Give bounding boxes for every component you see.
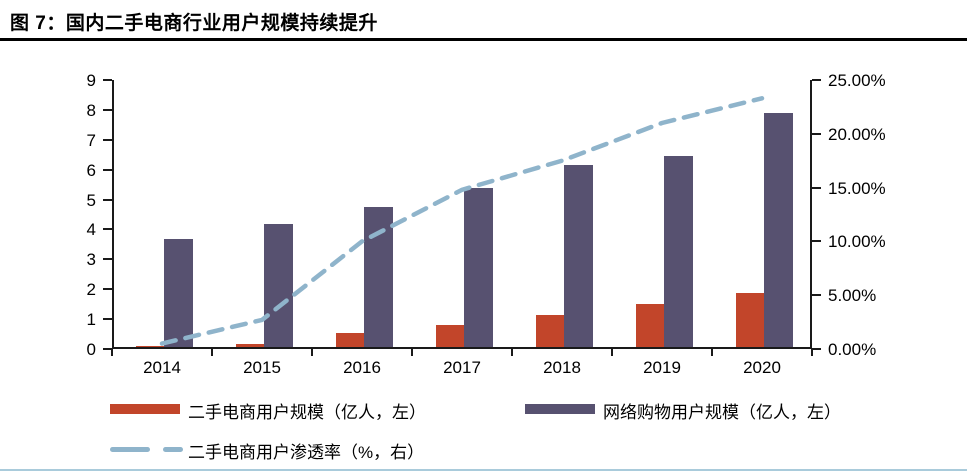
right-axis-tick-label: 20.00%: [828, 124, 886, 144]
right-axis-tick: [812, 186, 821, 189]
x-axis-tick: [611, 349, 613, 356]
bar-online-shopping-users: [264, 223, 293, 347]
bar-online-shopping-users: [464, 187, 493, 347]
bar-online-shopping-users: [564, 164, 593, 347]
x-axis-tick: [711, 349, 713, 356]
bar-online-shopping-users: [364, 207, 393, 347]
bar-secondhand-users: [336, 333, 364, 347]
right-axis-tick-label: 25.00%: [828, 71, 886, 90]
legend-swatch-dash-short: [163, 447, 183, 452]
left-axis-tick: [103, 258, 112, 261]
left-axis-tick: [103, 348, 112, 350]
bar-online-shopping-users: [764, 113, 793, 347]
right-axis-tick: [812, 132, 821, 135]
bottom-border-line: [0, 469, 967, 471]
legend-swatch-red-bar: [110, 404, 180, 414]
plot-area: [112, 80, 812, 349]
bar-secondhand-users: [136, 345, 164, 347]
x-axis-tick: [211, 349, 213, 356]
legend-swatch-navy-bar: [525, 404, 595, 414]
right-axis-tick-label: 5.00%: [828, 286, 877, 306]
legend-label-secondhand-users: 二手电商用户规模（亿人，左）: [188, 403, 426, 422]
left-axis-tick: [103, 168, 112, 171]
right-axis-tick: [812, 240, 821, 243]
x-axis-year-label: 2018: [543, 358, 581, 377]
legend-label-online-shopping-users: 网络购物用户规模（亿人，左）: [603, 403, 841, 422]
right-axis-tick: [812, 79, 821, 81]
right-axis-tick: [812, 348, 821, 350]
left-axis-tick-label: 7: [86, 130, 96, 150]
left-axis-tick-label: 4: [86, 220, 96, 240]
left-axis-tick-label: 1: [86, 310, 96, 330]
bar-secondhand-users: [436, 325, 464, 347]
right-axis-tick-label: 10.00%: [828, 232, 886, 252]
x-axis-year-label: 2020: [743, 358, 781, 377]
right-axis-tick-label: 0.00%: [828, 340, 877, 359]
left-axis-tick: [103, 288, 112, 291]
left-axis-tick: [103, 79, 112, 81]
left-axis-tick: [103, 318, 112, 321]
legend-label-penetration-rate: 二手电商用户渗透率（%，右）: [188, 443, 425, 462]
right-axis-tick-label: 15.00%: [828, 178, 886, 198]
left-axis-tick-label: 3: [86, 250, 96, 270]
bar-secondhand-users: [736, 292, 764, 347]
left-axis-tick-label: 9: [86, 71, 96, 90]
bar-secondhand-users: [636, 303, 664, 347]
legend-swatch-dash-long: [110, 447, 150, 452]
x-axis-tick: [411, 349, 413, 356]
title-underline: [0, 38, 967, 41]
bar-online-shopping-users: [164, 239, 193, 347]
x-axis-year-label: 2017: [443, 358, 481, 377]
x-axis-year-label: 2014: [143, 358, 181, 377]
x-axis-tick: [811, 349, 813, 356]
x-axis-year-label: 2015: [243, 358, 281, 377]
left-axis-tick: [103, 228, 112, 231]
left-axis-tick-label: 0: [86, 340, 96, 359]
left-axis-tick-label: 5: [86, 190, 96, 210]
left-axis-tick: [103, 198, 112, 201]
bar-online-shopping-users: [664, 156, 693, 347]
left-axis-tick-label: 2: [86, 280, 96, 300]
bar-secondhand-users: [536, 315, 564, 347]
left-axis-tick-label: 8: [86, 100, 96, 120]
left-axis-tick: [103, 138, 112, 141]
x-axis-year-label: 2019: [643, 358, 681, 377]
x-axis-year-label: 2016: [343, 358, 381, 377]
x-axis-tick: [511, 349, 513, 356]
x-axis-tick: [311, 349, 313, 356]
right-axis-tick: [812, 294, 821, 297]
left-axis-tick: [103, 108, 112, 111]
left-axis-tick-label: 6: [86, 160, 96, 180]
x-axis-tick: [111, 349, 113, 356]
chart-title: 图 7：国内二手电商行业用户规模持续提升: [10, 13, 378, 34]
bar-secondhand-users: [236, 343, 264, 347]
